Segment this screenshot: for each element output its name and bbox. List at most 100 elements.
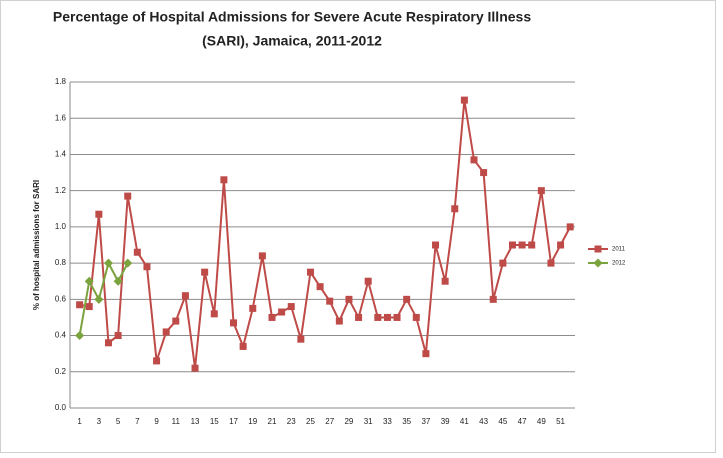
point [153, 357, 161, 365]
point [114, 332, 122, 340]
y-tick-label: 1.8 [55, 77, 67, 86]
point [345, 295, 353, 303]
x-tick-label: 51 [556, 417, 565, 426]
y-tick-label: 0.6 [55, 294, 67, 303]
point [403, 295, 411, 303]
point [422, 350, 430, 358]
x-tick-label: 33 [383, 417, 392, 426]
x-tick-label: 45 [498, 417, 507, 426]
point [566, 223, 574, 231]
point [364, 277, 372, 285]
point [326, 297, 334, 305]
x-tick-label: 47 [518, 417, 527, 426]
point [268, 313, 276, 321]
x-tick-label: 35 [402, 417, 411, 426]
point [249, 304, 257, 312]
point [210, 310, 218, 318]
point [220, 176, 228, 184]
point [412, 313, 420, 321]
legend-label: 2012 [612, 261, 626, 267]
point [172, 317, 180, 325]
x-tick-label: 21 [268, 417, 277, 426]
point [537, 187, 545, 195]
x-tick-label: 39 [441, 417, 450, 426]
point [460, 96, 468, 104]
point [181, 292, 189, 300]
y-tick-label: 0.2 [55, 367, 67, 376]
x-tick-label: 7 [135, 417, 140, 426]
point [104, 339, 112, 347]
point [230, 319, 238, 327]
point [451, 205, 459, 213]
point [518, 241, 526, 249]
chart-title: (SARI), Jamaica, 2011-2012 [202, 33, 382, 49]
point [557, 241, 565, 249]
point [489, 295, 497, 303]
point [85, 303, 93, 311]
y-tick-label: 1.0 [55, 222, 67, 231]
y-tick-label: 1.4 [55, 150, 67, 159]
x-tick-label: 25 [306, 417, 315, 426]
x-tick-label: 1 [77, 417, 82, 426]
point [287, 303, 295, 311]
point [94, 294, 104, 304]
x-tick-label: 31 [364, 417, 373, 426]
x-tick-label: 9 [154, 417, 159, 426]
point [124, 192, 132, 200]
point [528, 241, 536, 249]
point [103, 258, 113, 268]
point [441, 277, 449, 285]
point [239, 342, 247, 350]
point [480, 169, 488, 177]
x-tick-label: 29 [344, 417, 353, 426]
x-tick-label: 49 [537, 417, 546, 426]
point [383, 313, 391, 321]
y-tick-label: 1.2 [55, 186, 67, 195]
point [432, 241, 440, 249]
point [499, 259, 507, 267]
x-tick-label: 27 [325, 417, 334, 426]
point [201, 268, 209, 276]
point [374, 313, 382, 321]
point [297, 335, 305, 343]
x-tick-label: 3 [97, 417, 102, 426]
point [143, 263, 151, 271]
point [162, 328, 170, 336]
x-tick-label: 41 [460, 417, 469, 426]
series-line [79, 99, 572, 369]
point [508, 241, 516, 249]
point [75, 331, 85, 341]
point [316, 283, 324, 291]
point [76, 301, 84, 309]
x-tick-label: 37 [421, 417, 430, 426]
x-tick-label: 11 [172, 417, 181, 426]
point [191, 364, 199, 372]
y-tick-label: 0.4 [55, 331, 67, 340]
point [84, 276, 94, 286]
point [113, 276, 123, 286]
point [355, 313, 363, 321]
series-line [78, 260, 129, 336]
point [258, 252, 266, 260]
point [306, 268, 314, 276]
y-axis-label: % of hospital admissions for SARI [32, 180, 41, 310]
x-tick-label: 19 [248, 417, 257, 426]
y-tick-label: 0.0 [55, 403, 67, 412]
point [123, 258, 133, 268]
x-tick-label: 15 [210, 417, 219, 426]
point [393, 313, 401, 321]
y-tick-label: 0.8 [55, 258, 67, 267]
point [95, 210, 103, 218]
chart-title: Percentage of Hospital Admissions for Se… [53, 9, 531, 25]
y-tick-label: 1.6 [55, 113, 67, 122]
point [547, 259, 555, 267]
x-tick-label: 13 [191, 417, 200, 426]
x-tick-label: 43 [479, 417, 488, 426]
legend-marker [594, 245, 602, 253]
point [133, 248, 141, 256]
x-tick-label: 17 [229, 417, 238, 426]
point [335, 317, 343, 325]
point [278, 308, 286, 316]
x-tick-label: 23 [287, 417, 296, 426]
